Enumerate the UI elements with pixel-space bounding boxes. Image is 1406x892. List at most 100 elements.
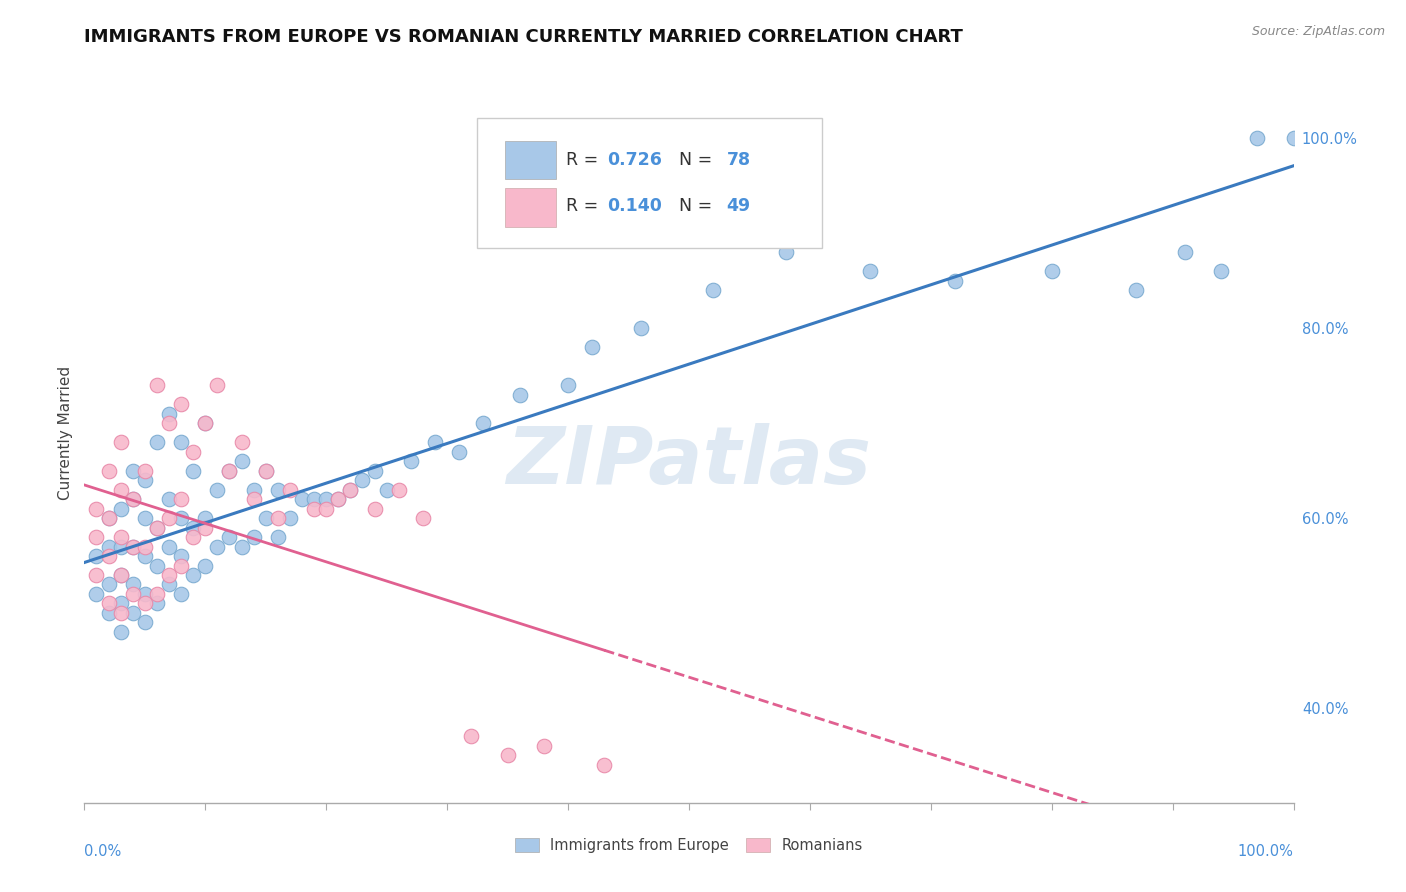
Point [315,501,337,516]
Point [181,444,204,458]
Point [146,520,169,534]
Point [363,464,385,478]
Point [557,378,579,392]
Text: R =: R = [565,151,603,169]
Point [218,464,240,478]
Point [218,464,240,478]
Point [86,587,108,601]
Point [121,491,143,506]
Point [134,549,156,563]
Point [231,454,253,468]
Point [97,540,120,554]
Point [134,540,156,554]
Point [1125,283,1147,297]
Point [859,264,882,278]
Point [110,597,132,611]
Point [328,491,350,506]
Point [267,511,290,525]
Point [315,491,337,506]
Point [121,540,143,554]
Point [254,464,277,478]
Point [110,483,132,497]
Point [181,568,204,582]
Text: 0.0%: 0.0% [84,844,121,858]
Point [157,577,180,591]
Point [194,416,217,430]
Text: 49: 49 [727,197,751,215]
Point [170,397,193,411]
Point [194,558,217,573]
Point [110,540,132,554]
Point [593,757,616,772]
Text: Source: ZipAtlas.com: Source: ZipAtlas.com [1251,25,1385,38]
Point [110,530,132,544]
Point [134,473,156,487]
Point [581,340,603,354]
Point [110,624,132,639]
Point [254,511,277,525]
Point [146,520,169,534]
Point [1174,245,1197,260]
Point [775,245,797,260]
Point [134,587,156,601]
Point [1246,131,1268,145]
Point [388,483,411,497]
Point [181,530,204,544]
Text: 100.0%: 100.0% [1237,844,1294,858]
Point [134,615,156,630]
Point [146,587,169,601]
Point [121,464,143,478]
Point [1282,131,1305,145]
Point [157,540,180,554]
Point [472,416,495,430]
Point [267,530,290,544]
Point [207,483,229,497]
Text: N =: N = [668,197,718,215]
Point [496,748,519,763]
Point [278,511,301,525]
Point [339,483,361,497]
FancyBboxPatch shape [505,188,555,227]
Point [121,606,143,620]
Point [231,540,253,554]
Point [97,597,120,611]
Point [121,491,143,506]
Point [328,491,350,506]
Point [121,540,143,554]
Point [194,511,217,525]
Point [170,587,193,601]
Point [630,321,652,335]
Point [157,407,180,421]
Point [278,483,301,497]
Point [170,511,193,525]
Point [134,464,156,478]
Point [97,511,120,525]
Point [943,274,966,288]
Text: N =: N = [668,151,718,169]
Point [86,568,108,582]
Point [231,435,253,450]
Point [254,464,277,478]
Point [533,739,555,753]
Point [110,501,132,516]
Point [267,483,290,497]
Point [86,501,108,516]
Point [146,558,169,573]
Point [302,501,325,516]
Point [375,483,398,497]
Point [170,549,193,563]
Point [218,530,240,544]
Point [449,444,471,458]
Point [157,511,180,525]
Point [399,454,422,468]
Point [352,473,374,487]
Point [363,501,385,516]
Point [110,568,132,582]
Y-axis label: Currently Married: Currently Married [58,366,73,500]
Point [170,435,193,450]
Point [86,549,108,563]
Point [97,606,120,620]
Point [242,483,264,497]
Point [242,491,264,506]
Point [460,730,482,744]
